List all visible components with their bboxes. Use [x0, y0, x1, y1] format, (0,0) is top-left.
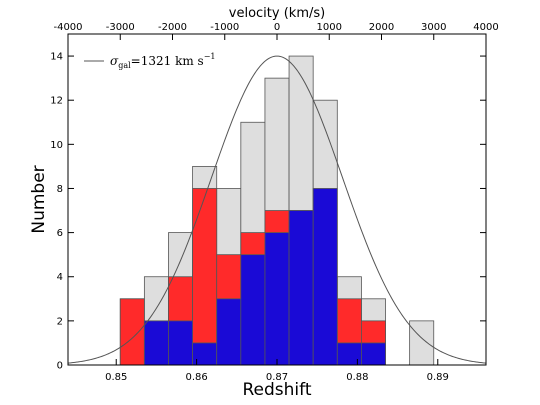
x-axis-label: Redshift [242, 380, 311, 400]
top-tick-label-1: -3000 [106, 22, 135, 33]
histogram-bars [119, 55, 435, 366]
x-tick-label-3: 0.88 [346, 372, 368, 383]
axis-ticks: 0.85 0.86 0.87 0.88 0.89 0 2 4 6 8 10 12 14 -4000 -300… [50, 22, 498, 383]
gaussian-fit-curve [67, 55, 487, 364]
legend-value: =1321 km s [131, 54, 204, 68]
legend-superscript: −1 [204, 52, 216, 61]
x-tick-label-0: 0.85 [105, 372, 127, 383]
bar-series-2-bin-5 [264, 232, 290, 366]
y-tick-label-2: 4 [57, 272, 63, 283]
y-tick-label-3: 6 [57, 228, 63, 239]
bar-series-0-bin-11 [409, 320, 435, 366]
top-tick-label-4: 0 [274, 22, 280, 33]
bar-series-1-bin-0 [119, 298, 145, 366]
y-tick-label-5: 10 [50, 140, 63, 151]
x-tick-label-1: 0.86 [185, 372, 207, 383]
y-tick-label-7: 14 [50, 52, 63, 63]
top-axis-label: velocity (km/s) [229, 6, 325, 21]
y-axis-label: Number [29, 165, 49, 233]
top-tick-label-3: -1000 [210, 22, 239, 33]
top-tick-label-7: 3000 [421, 22, 446, 33]
bar-series-2-bin-9 [361, 342, 386, 366]
top-tick-label-5: 1000 [317, 22, 342, 33]
bar-series-2-bin-7 [312, 188, 338, 366]
bar-series-2-bin-4 [240, 254, 266, 366]
legend: σgal=1321 km s−1 [84, 52, 215, 70]
bar-series-1-bin-3 [192, 188, 218, 366]
top-tick-label-0: -4000 [53, 22, 82, 33]
y-tick-label-4: 8 [57, 184, 63, 195]
y-tick-label-1: 2 [57, 316, 63, 327]
y-tick-label-6: 12 [50, 96, 63, 107]
legend-label: σgal=1321 km s−1 [110, 52, 215, 70]
legend-symbol: σ [110, 54, 119, 68]
x-tick-label-2: 0.87 [266, 372, 288, 383]
top-tick-label-6: 2000 [369, 22, 394, 33]
bar-series-2-bin-6 [288, 210, 314, 366]
top-tick-label-8: 4000 [473, 22, 498, 33]
bar-series-2-bin-0 [143, 320, 169, 366]
y-tick-label-0: 0 [57, 361, 63, 372]
x-tick-label-4: 0.89 [427, 372, 449, 383]
bar-series-2-bin-3 [216, 298, 242, 366]
legend-subscript: gal [118, 61, 131, 70]
bar-series-2-bin-1 [168, 320, 193, 366]
top-tick-label-2: -2000 [158, 22, 187, 33]
